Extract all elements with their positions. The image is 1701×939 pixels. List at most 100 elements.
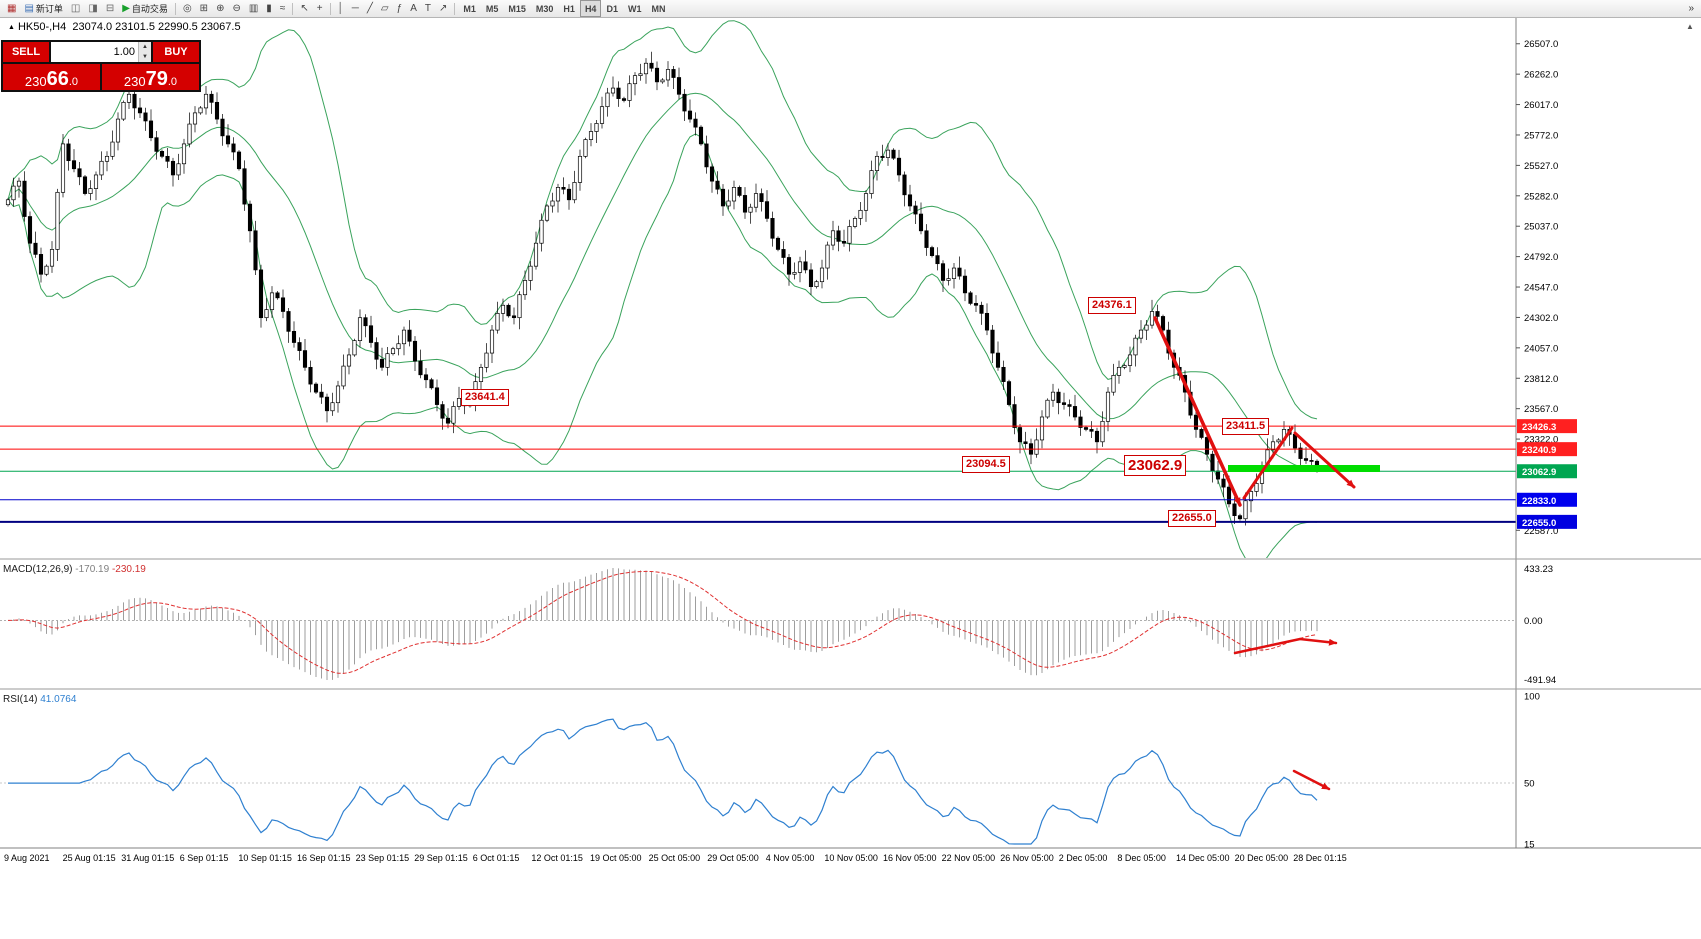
terminal-button[interactable]: ⊟ [102,0,118,17]
price-tick-label: 26017.0 [1524,100,1558,111]
bollinger-lower-band [7,133,1318,558]
vertical-line-icon: │ [337,2,344,14]
new-order-button[interactable]: ▤ 新订单 [20,0,66,17]
timeframe-m30-button[interactable]: M30 [535,3,554,14]
chart-canvas[interactable]: 26507.0 26262.0 26017.0 25772.0 25527.0 25282… [0,18,1701,939]
price-axis-tag: 23426.3 [1517,419,1577,434]
annotation-arrow[interactable] [1233,637,1338,655]
price-callout[interactable]: 24376.1 [1088,297,1136,314]
highlight-segment[interactable] [1228,464,1380,472]
price-callout[interactable]: 23062.9 [1124,455,1187,476]
auto-trading-button[interactable]: ▶ 自动交易 [118,0,172,17]
time-tick-label: 28 Dec 01:15 [1293,853,1347,863]
time-tick-label: 20 Dec 05:00 [1235,853,1289,863]
price-axis-tag: 22655.0 [1517,514,1577,529]
cursor-button[interactable]: ↖ [296,0,312,17]
macd-axis-label: 0.00 [1524,616,1543,627]
text-button[interactable]: A [406,0,421,17]
tile-windows-button[interactable]: ⊞ [196,0,212,17]
channel-button[interactable]: ▱ [377,0,393,17]
new-chart-button[interactable]: ▦ [3,0,20,17]
price-axis-tag: 22833.0 [1517,492,1577,507]
time-tick-label: 10 Sep 01:15 [238,853,292,863]
label-button[interactable]: T [421,0,435,17]
new-order-button-label: 新订单 [35,4,63,14]
timeframe-h1-button[interactable]: H1 [563,3,575,14]
toolbar-separator [329,2,331,15]
annotation-arrow[interactable] [1292,769,1331,791]
time-tick-label: 9 Aug 2021 [4,853,50,863]
annotation-arrow[interactable] [1153,316,1242,507]
fibonacci-button[interactable]: ƒ [393,0,407,17]
cursor-icon: ↖ [300,2,309,14]
trendline-button[interactable]: ╱ [363,0,377,17]
bar-chart-button[interactable]: ▥ [245,0,262,17]
auto-trading-icon: ▶ [122,2,130,14]
main-price-panel [0,20,1516,558]
timeframe-m15-button[interactable]: M15 [508,3,526,14]
macd-histogram [13,568,1318,680]
svg-text:23062.9: 23062.9 [1522,467,1556,478]
toolbar-separator [454,2,456,15]
arrows-button[interactable]: ↗ [435,0,451,17]
time-tick-label: 19 Oct 05:00 [590,853,642,863]
price-tick-label: 26507.0 [1524,39,1558,50]
chart-area[interactable]: 26507.0 26262.0 26017.0 25772.0 25527.0 25282… [0,18,1701,939]
svg-text:22833.0: 22833.0 [1522,496,1556,507]
time-tick-label: 25 Aug 01:15 [63,853,116,863]
toolbar-overflow-button[interactable]: » [1688,3,1694,14]
rsi-line [8,718,1318,845]
rsi-axis-label: 15 [1524,840,1535,851]
price-tick-label: 23567.0 [1524,404,1558,415]
crosshair-mode-button[interactable]: ◎ [179,0,196,17]
price-tick-label: 24302.0 [1524,313,1558,324]
zoom-out-button[interactable]: ⊖ [228,0,244,17]
price-tick-label: 25772.0 [1524,130,1558,141]
horizontal-line-button[interactable]: ─ [348,0,363,17]
time-tick-label: 29 Sep 01:15 [414,853,468,863]
time-tick-label: 22 Nov 05:00 [942,853,996,863]
time-tick-label: 16 Sep 01:15 [297,853,351,863]
annotation-arrow[interactable] [1293,431,1356,489]
annotation-arrow[interactable] [1242,426,1294,500]
candlestick-icon: ▮ [266,2,272,14]
rsi-axis-label: 100 [1524,692,1540,703]
auto-trading-button-label: 自动交易 [131,4,168,14]
rsi-axis-label: 50 [1524,779,1535,790]
toolbar-separator [292,2,294,15]
time-tick-label: 23 Sep 01:15 [356,853,410,863]
price-callout[interactable]: 22655.0 [1168,510,1216,527]
timeframe-d1-button[interactable]: D1 [606,3,618,14]
price-tick-label: 25282.0 [1524,191,1558,202]
price-callout[interactable]: 23411.5 [1222,418,1270,435]
timeframe-mn-button[interactable]: MN [651,3,666,14]
timeframe-m1-button[interactable]: M1 [463,3,476,14]
candlestick-button[interactable]: ▮ [262,0,276,17]
time-tick-label: 31 Aug 01:15 [121,853,174,863]
price-tick-label: 24057.0 [1524,343,1558,354]
market-watch-button[interactable]: ◨ [84,0,101,17]
vertical-line-button[interactable]: │ [334,0,348,17]
line-chart-button[interactable]: ≈ [276,0,290,17]
channel-icon: ▱ [380,2,389,14]
time-tick-label: 29 Oct 05:00 [707,853,759,863]
bollinger-upper-band [7,20,1318,420]
price-tick-label: 24547.0 [1524,283,1558,294]
timeframe-m5-button[interactable]: M5 [485,3,499,14]
zoom-in-icon: ⊕ [216,2,225,14]
time-tick-label: 16 Nov 05:00 [883,853,937,863]
zoom-in-button[interactable]: ⊕ [212,0,228,17]
price-tick-label: 22587.0 [1524,526,1558,537]
text-icon: A [410,2,417,14]
crosshair-button[interactable]: + [313,0,327,17]
price-callout[interactable]: 23641.4 [461,389,509,406]
terminal-icon: ⊟ [105,2,115,14]
timeframe-w1-button[interactable]: W1 [627,3,642,14]
time-tick-label: 25 Oct 05:00 [649,853,701,863]
profiles-icon: ◫ [70,2,81,14]
timeframe-h4-button[interactable]: H4 [579,0,602,17]
profiles-button[interactable]: ◫ [67,0,84,17]
price-callout[interactable]: 23094.5 [962,456,1010,473]
arrows-icon: ↗ [438,2,448,14]
